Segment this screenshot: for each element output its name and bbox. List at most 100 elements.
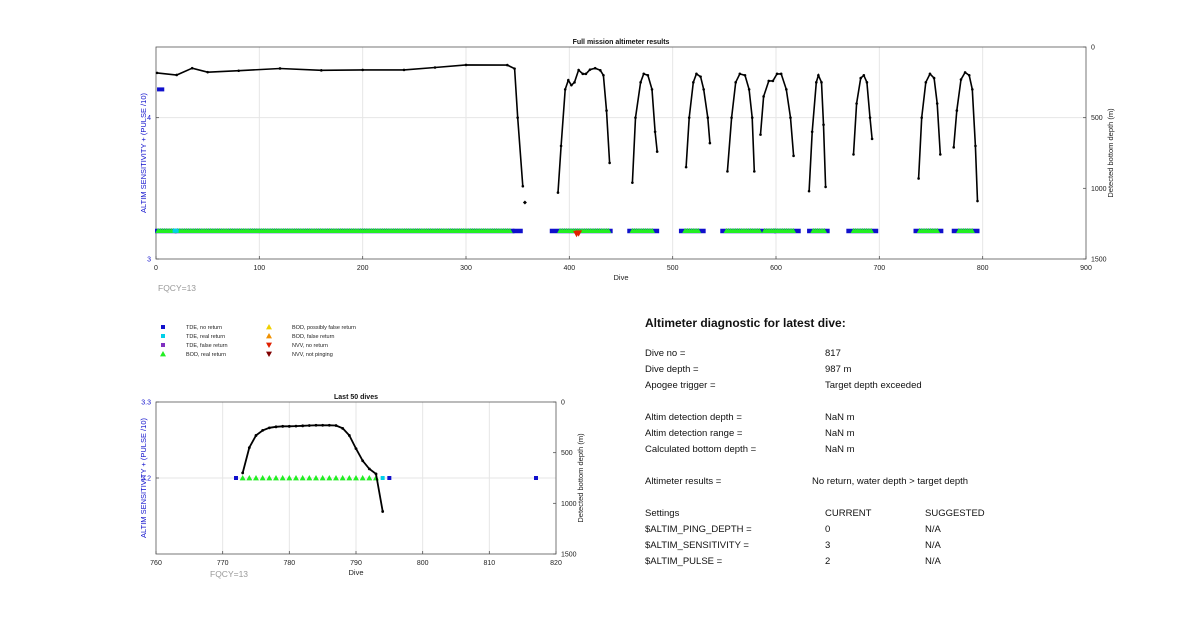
bod-real-return-point	[306, 475, 313, 481]
y-tick-label-left: 3.3	[141, 400, 151, 407]
legend-swatch	[161, 334, 165, 338]
bod-real-return-point	[790, 227, 797, 233]
diagnostic-row-detect-range: Altim detection range = NaN m	[645, 428, 1185, 442]
depth-point	[726, 170, 729, 173]
dive-depth-label: Dive depth =	[645, 364, 699, 375]
legend: TDE, no return TDE, real return TDE, false…	[160, 324, 356, 358]
depth-point	[577, 68, 580, 72]
depth-point	[976, 199, 979, 203]
depth-point	[374, 472, 378, 476]
depth-point	[952, 146, 956, 149]
depth-point	[807, 189, 811, 193]
depth-point	[868, 116, 872, 119]
detect-range-value: NaN m	[825, 428, 855, 439]
depth-point	[963, 71, 967, 74]
depth-point	[684, 165, 688, 169]
x-tick-label: 500	[667, 265, 679, 272]
x-tick-label: 800	[977, 265, 989, 272]
depth-point	[361, 68, 364, 72]
detect-depth-value: NaN m	[825, 412, 855, 423]
depth-point	[320, 69, 323, 72]
depth-point	[959, 78, 963, 81]
depth-point	[810, 130, 814, 134]
depth-point	[870, 137, 874, 141]
x-tick-label: 700	[873, 265, 885, 272]
x-tick-label: 400	[563, 265, 575, 272]
legend-swatch	[266, 333, 272, 339]
y-tick-label-right: 0	[1091, 45, 1095, 52]
depth-point	[743, 73, 747, 77]
depth-point	[924, 81, 928, 84]
depth-point	[852, 153, 855, 156]
setting-row-sensitivity: $ALTIM_SENSITIVITY = 3 N/A	[645, 540, 1185, 554]
tde-real-return-point	[174, 228, 179, 233]
depth-point	[738, 72, 742, 76]
legend-swatch	[266, 351, 272, 357]
depth-point	[556, 191, 560, 194]
x-tick-label: 0	[154, 265, 158, 272]
x-tick-label: 900	[1080, 265, 1092, 272]
fqcy-annotation: FQCY=13	[210, 569, 248, 579]
tde-no-return-point	[387, 476, 392, 480]
depth-point	[650, 88, 654, 91]
depth-point	[862, 73, 866, 77]
x-tick-label: 300	[460, 265, 472, 272]
depth-series-line	[631, 72, 658, 183]
legend-swatch	[160, 351, 166, 357]
depth-point	[855, 102, 858, 105]
x-tick-label: 820	[550, 560, 562, 567]
fqcy-annotation: FQCY=13	[158, 283, 196, 293]
setting-row-pulse: $ALTIM_PULSE = 2 N/A	[645, 556, 1185, 570]
bod-real-return-point	[286, 475, 293, 481]
dive-no-value: 817	[825, 348, 841, 359]
depth-point	[605, 109, 608, 112]
legend-label: TDE, real return	[186, 334, 225, 340]
diagnostic-row-detect-depth: Altim detection depth = NaN m	[645, 412, 1185, 426]
depth-point	[789, 116, 792, 119]
depth-point	[775, 72, 779, 76]
depth-point	[631, 181, 634, 184]
depth-point	[602, 73, 605, 77]
bod-real-return-point	[756, 227, 763, 233]
depth-point	[692, 81, 695, 84]
tde-real-return-point	[172, 228, 177, 233]
depth-point	[747, 88, 751, 91]
legend-label: TDE, no return	[186, 325, 222, 331]
setting-current: 0	[825, 524, 831, 535]
y-tick-label-right: 1000	[561, 501, 577, 508]
bod-real-return-point	[239, 475, 246, 481]
depth-point	[767, 79, 771, 83]
tde-no-return-point	[534, 476, 538, 480]
depth-point	[354, 447, 358, 451]
depth-point	[190, 66, 194, 70]
depth-point	[730, 116, 733, 119]
tde-no-return-marks	[512, 228, 523, 234]
depth-point	[824, 185, 827, 189]
depth-point	[247, 446, 251, 449]
axes-box	[155, 46, 1087, 260]
bod-real-return-point	[346, 475, 353, 481]
depth-point	[175, 73, 178, 77]
settings-header-row: Settings CURRENT SUGGESTED	[645, 508, 1185, 522]
depth-point	[570, 83, 573, 87]
depth-point	[928, 72, 932, 76]
y-tick-label-right: 500	[561, 450, 573, 457]
bod-real-return-marks	[956, 227, 975, 233]
current-header: CURRENT	[825, 508, 872, 519]
legend-label: BOD, false return	[292, 334, 335, 340]
depth-series-line	[917, 72, 942, 179]
diagnostic-title: Altimeter diagnostic for latest dive:	[645, 316, 846, 330]
depth-series-line	[241, 424, 384, 512]
x-tick-label: 770	[217, 560, 229, 567]
depth-point	[254, 434, 258, 437]
bod-real-return-point	[649, 227, 655, 233]
bod-real-return-point	[605, 227, 612, 233]
depth-series-line	[952, 71, 979, 202]
depth-series-line	[726, 72, 756, 172]
depth-point	[792, 154, 795, 158]
depth-point	[347, 434, 351, 437]
legend-label: NVV, not pinging	[292, 352, 333, 358]
depth-point	[402, 68, 406, 72]
depth-point	[361, 459, 365, 463]
bod-real-return-point	[253, 475, 259, 481]
